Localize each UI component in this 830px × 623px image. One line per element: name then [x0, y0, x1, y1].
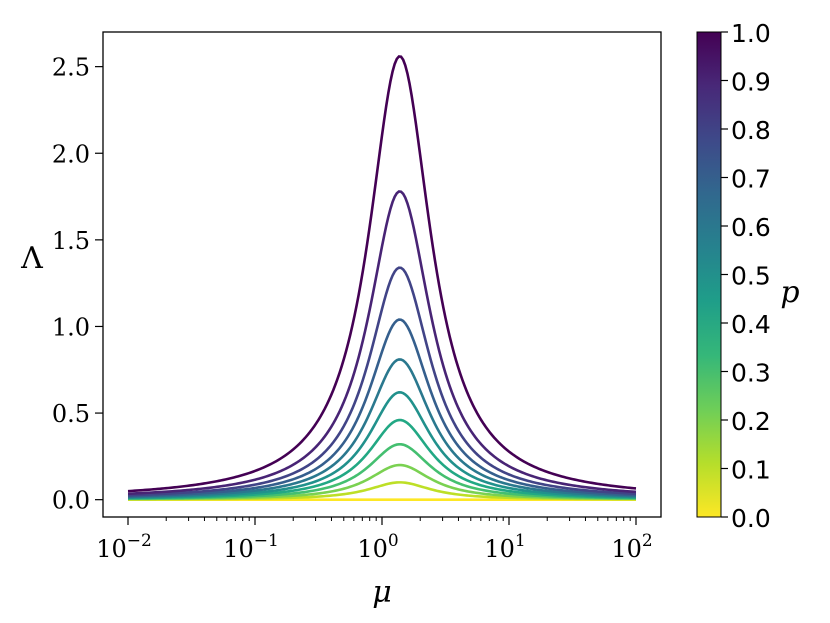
- colorbar-tick-label: 0.9: [731, 68, 771, 97]
- x-tick-label: 101: [484, 531, 525, 563]
- series-line-p-0.5: [127, 391, 637, 499]
- series-line-p-0.9: [127, 190, 637, 496]
- x-axis: 10−2 10−1 100 101 102: [96, 517, 653, 563]
- colorbar-tick-label: 0.5: [731, 262, 771, 291]
- colorbar-tick-label: 0.1: [731, 456, 771, 485]
- x-tick-label: 102: [611, 531, 652, 563]
- colorbar-tick-label: 0.2: [731, 407, 771, 436]
- curves: [127, 55, 637, 501]
- y-tick-label: 0.0: [52, 487, 90, 515]
- colorbar-tick-label: 0.0: [731, 504, 771, 533]
- y-axis-label: Λ: [20, 241, 43, 276]
- series-line-p-0.8: [127, 266, 637, 497]
- series-line-p-0.7: [127, 318, 637, 498]
- colorbar-tick-label: 1.0: [731, 19, 771, 48]
- x-tick-label: 100: [357, 531, 398, 563]
- y-tick-label: 0.5: [52, 400, 90, 428]
- y-tick-label: 1.5: [52, 227, 90, 255]
- y-axis: 0.0 0.5 1.0 1.5 2.0 2.5: [52, 54, 103, 515]
- colorbar-tick-label: 0.8: [731, 116, 771, 145]
- series-line-p-1: [127, 55, 637, 493]
- colorbar-tick-label: 0.6: [731, 213, 771, 242]
- x-axis-label: μ: [372, 575, 392, 610]
- colorbar-label: p: [780, 275, 799, 310]
- y-tick-label: 2.0: [52, 140, 90, 168]
- y-tick-label: 1.0: [52, 313, 90, 341]
- x-tick-label: 10−1: [223, 531, 279, 563]
- colorbar: [696, 31, 722, 518]
- series-line-p-0.6: [127, 358, 637, 499]
- colorbar-tick-label: 0.3: [731, 359, 771, 388]
- y-tick-label: 2.5: [52, 54, 90, 82]
- x-tick-label: 10−2: [96, 531, 152, 563]
- colorbar-tick-label: 0.7: [731, 165, 771, 194]
- plot-frame: [102, 31, 662, 518]
- colorbar-tick-label: 0.4: [731, 310, 771, 339]
- colorbar-ticks: 0.0 0.1 0.2 0.3 0.4 0.5 0.6 0.7 0.8 0.9 1.0: [721, 19, 771, 533]
